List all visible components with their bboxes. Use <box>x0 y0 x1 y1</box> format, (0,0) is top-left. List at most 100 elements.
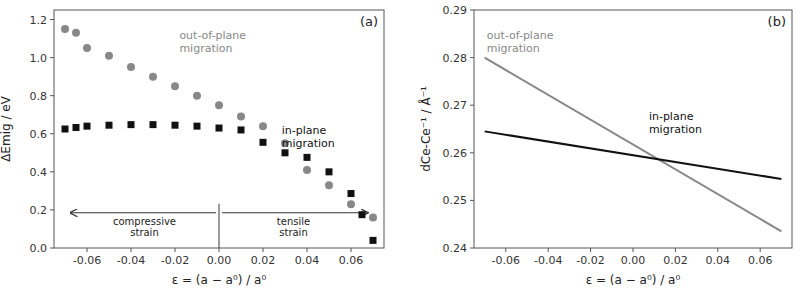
scatter-point <box>84 123 91 130</box>
zero-strain-line <box>219 204 220 248</box>
compressive-arrow <box>71 212 217 213</box>
y-tick <box>470 105 474 106</box>
scatter-point <box>128 121 135 128</box>
x-tick-label: -0.02 <box>161 254 189 267</box>
plot-frame <box>474 10 792 248</box>
scatter-point <box>193 92 201 100</box>
scatter-point <box>62 126 69 133</box>
y-tick <box>470 10 474 11</box>
y-tick <box>470 200 474 201</box>
scatter-point <box>348 190 355 197</box>
scatter-point <box>105 52 113 60</box>
x-tick <box>505 248 506 252</box>
x-tick-label: -0.02 <box>576 254 604 267</box>
x-tick-label: 0.06 <box>339 254 364 267</box>
y-tick <box>50 19 54 20</box>
scatter-point <box>172 122 179 129</box>
y-tick-label: 1.2 <box>30 14 48 27</box>
series-label: out-of-planemigration <box>487 29 554 55</box>
scatter-point <box>347 200 355 208</box>
scatter-point <box>150 121 157 128</box>
y-tick-label: 0.6 <box>30 128 48 141</box>
y-tick <box>470 248 474 249</box>
scatter-point <box>215 101 223 109</box>
y-tick-label: 0.29 <box>443 4 468 17</box>
series-label: in-planemigration <box>282 124 335 150</box>
x-tick-label: -0.04 <box>117 254 145 267</box>
plot-frame <box>54 10 384 248</box>
x-tick-label: -0.06 <box>73 254 101 267</box>
x-tick <box>263 248 264 252</box>
scatter-point <box>171 82 179 90</box>
panel: -0.06-0.04-0.020.000.020.040.060.240.250… <box>418 4 792 287</box>
plot-area <box>485 58 782 232</box>
x-axis-label: ε = (a − a⁰) / a⁰ <box>586 273 681 287</box>
series-line <box>485 131 782 179</box>
scatter-point <box>238 126 245 133</box>
y-tick <box>470 57 474 58</box>
scatter-point <box>259 122 267 130</box>
y-tick-label: 0.8 <box>30 90 48 103</box>
plot-area <box>61 25 377 248</box>
x-tick <box>131 248 132 252</box>
y-tick-label: 0.27 <box>443 99 468 112</box>
y-tick <box>50 133 54 134</box>
y-axis-label: dCe-Ce⁻¹ / Å⁻¹ <box>418 86 433 172</box>
y-tick <box>50 171 54 172</box>
scatter-point <box>83 44 91 52</box>
y-tick <box>50 248 54 249</box>
y-tick-label: 0.4 <box>30 166 48 179</box>
scatter-point <box>303 166 311 174</box>
x-tick <box>548 248 549 252</box>
scatter-point <box>194 123 201 130</box>
y-tick <box>50 57 54 58</box>
series-line <box>485 58 782 232</box>
x-tick-label: 0.00 <box>621 254 646 267</box>
x-tick-label: -0.04 <box>534 254 562 267</box>
y-axis-label: ΔEmig / eV <box>0 95 13 161</box>
scatter-point <box>106 122 113 129</box>
x-tick <box>590 248 591 252</box>
series-label: out-of-planemigration <box>179 29 246 55</box>
scatter-point <box>359 211 366 218</box>
x-tick <box>219 248 220 252</box>
x-tick-label: 0.02 <box>663 254 688 267</box>
scatter-point <box>127 63 135 71</box>
scatter-point <box>326 168 333 175</box>
x-tick-label: -0.06 <box>492 254 520 267</box>
x-tick <box>717 248 718 252</box>
scatter-point <box>149 73 157 81</box>
x-tick <box>633 248 634 252</box>
annotation: tensilestrain <box>277 216 310 238</box>
y-tick-label: 0.26 <box>443 147 468 160</box>
x-tick-label: 0.04 <box>706 254 731 267</box>
panel-title: (b) <box>768 14 786 29</box>
scatter-point <box>304 154 311 161</box>
scatter-point <box>237 113 245 121</box>
panel: -0.06 -0.04 -0.02 0.00 0.02 0.04 0.06 0.0 0.2 0.4… <box>0 10 384 287</box>
figure: -0.06 -0.04 -0.02 0.00 0.02 0.04 0.06 0.0 0.2 0.4… <box>0 0 802 299</box>
y-tick <box>50 95 54 96</box>
x-tick-label: 0.04 <box>295 254 320 267</box>
y-tick <box>470 152 474 153</box>
y-tick-label: 0.25 <box>443 194 468 207</box>
scatter-point <box>370 237 377 244</box>
scatter-point <box>325 181 333 189</box>
x-tick <box>351 248 352 252</box>
scatter-point <box>61 25 69 33</box>
scatter-point <box>73 124 80 131</box>
y-tick-label: 0.2 <box>30 204 48 217</box>
x-axis-label: ε = (a − a⁰) / a⁰ <box>172 273 267 287</box>
x-tick-label: 0.02 <box>251 254 276 267</box>
tensile-arrow <box>222 212 368 213</box>
y-tick-label: 0.28 <box>443 52 468 65</box>
scatter-point <box>282 149 289 156</box>
y-tick-label: 0.0 <box>30 242 48 255</box>
scatter-point <box>216 125 223 132</box>
x-tick <box>87 248 88 252</box>
y-tick <box>50 209 54 210</box>
x-tick-label: 0.00 <box>207 254 232 267</box>
panel-title: (a) <box>360 14 378 29</box>
y-tick-label: 0.24 <box>443 242 468 255</box>
x-tick <box>760 248 761 252</box>
